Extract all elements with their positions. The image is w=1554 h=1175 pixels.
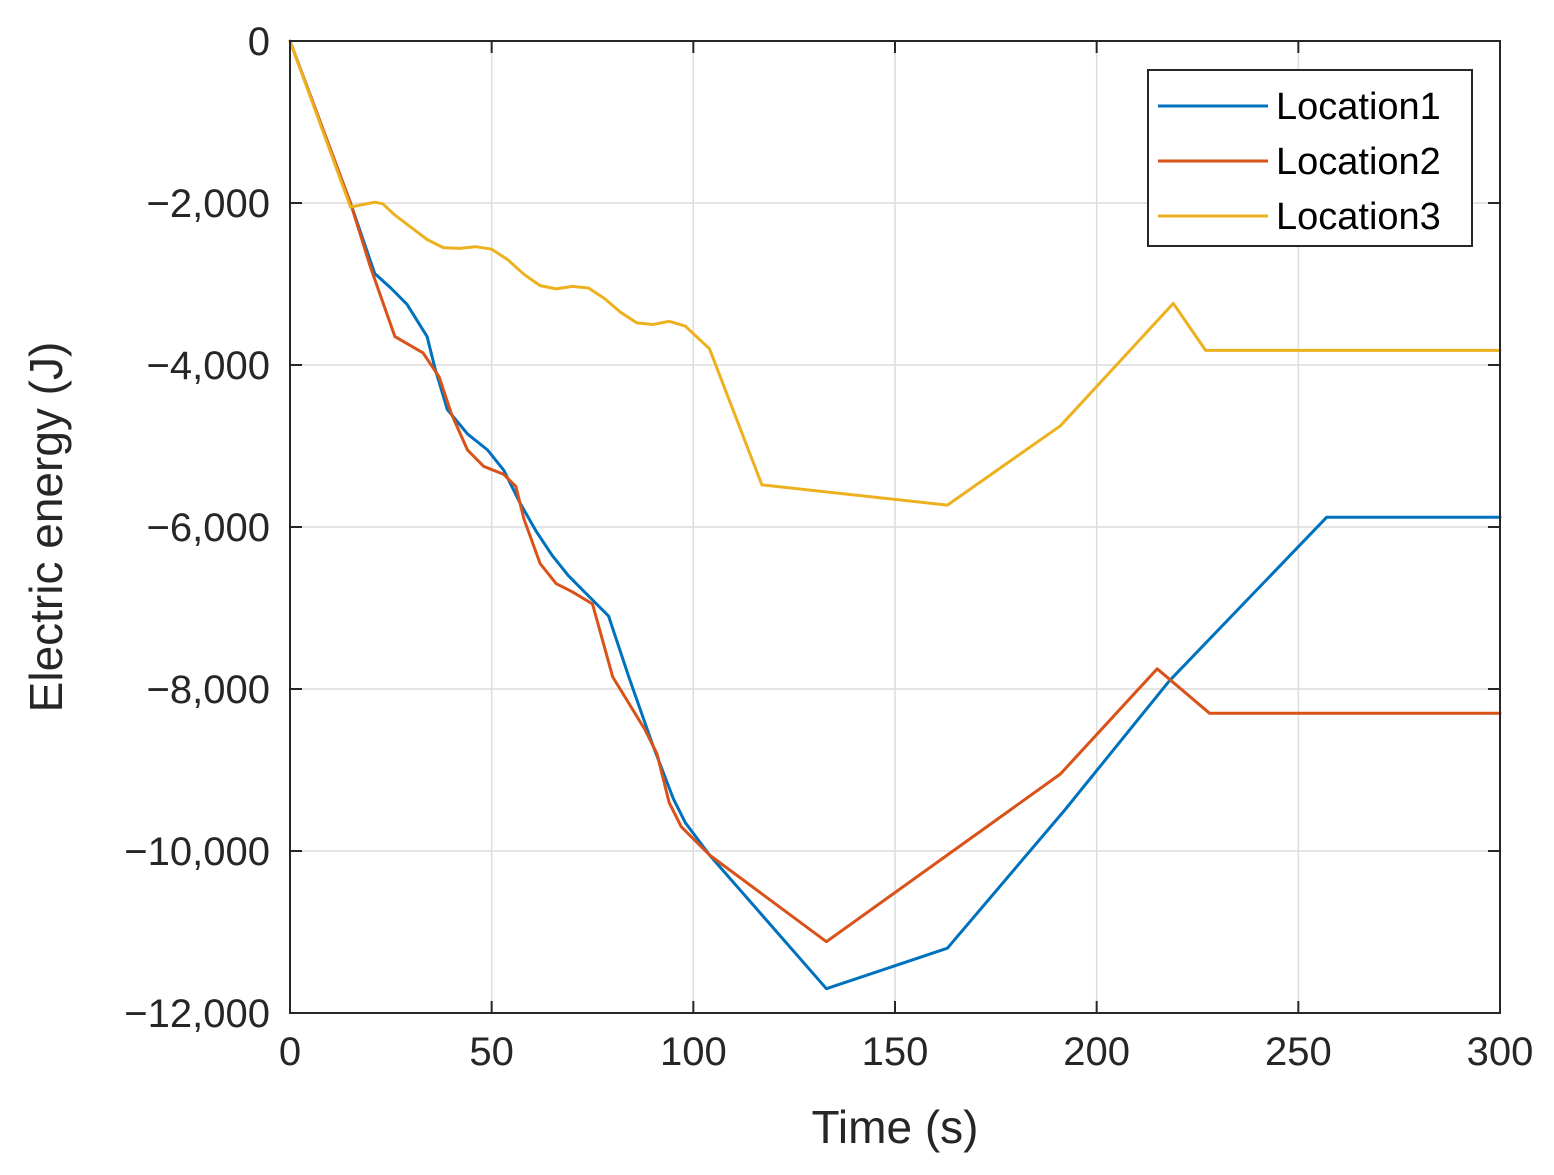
y-axis-title: Electric energy (J) [20, 342, 72, 713]
legend-label-location2: Location2 [1276, 141, 1441, 183]
series-line-location3 [288, 39, 1502, 507]
y-tick-label: −8,000 [147, 668, 270, 712]
y-tick-label: −4,000 [147, 344, 270, 388]
x-tick-label: 300 [1467, 1030, 1534, 1074]
legend-label-location3: Location3 [1276, 196, 1441, 238]
x-axis-title: Time (s) [812, 1101, 979, 1153]
y-tick-label: −12,000 [124, 992, 270, 1036]
x-tick-label: 0 [279, 1030, 301, 1074]
y-tick-label: 0 [248, 20, 270, 64]
y-tick-label: −2,000 [147, 182, 270, 226]
x-tick-label: 100 [660, 1030, 727, 1074]
legend-label-location1: Location1 [1276, 86, 1441, 128]
y-tick-label: −6,000 [147, 506, 270, 550]
x-tick-label: 200 [1063, 1030, 1130, 1074]
x-tick-label: 150 [862, 1030, 929, 1074]
x-tick-label: 250 [1265, 1030, 1332, 1074]
x-tick-label: 50 [469, 1030, 514, 1074]
series-line-location1 [288, 39, 1502, 991]
axis-ticks: 0 50 100 150 200 250 300 0 −2,000 −4,000 −6,000 −8,… [124, 20, 1533, 1074]
series-lines [288, 39, 1502, 991]
legend: Location1 Location2 Location3 [1147, 69, 1473, 247]
y-tick-label: −10,000 [124, 830, 270, 874]
series-line-location2 [288, 39, 1502, 944]
